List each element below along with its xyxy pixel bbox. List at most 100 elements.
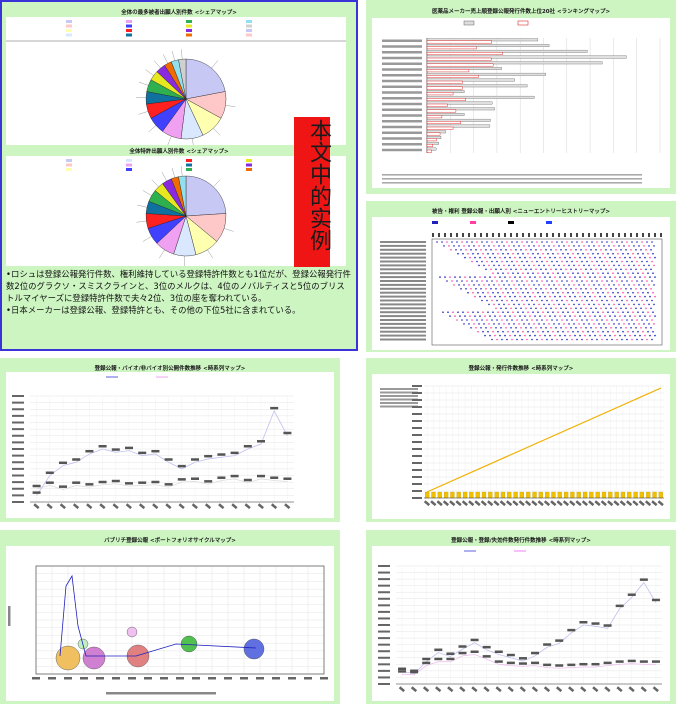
entry-mark [542,311,544,313]
legend-swatch-total [464,21,474,25]
entry-mark [626,339,628,341]
entry-mark [538,304,540,306]
entry-mark [512,253,514,255]
data-label [616,605,624,608]
legend-swatch [246,164,252,167]
entry-mark [651,241,653,243]
entry-mark [457,311,459,313]
entry-mark [521,339,523,341]
entry-mark [508,284,510,286]
row-label [380,315,426,317]
entry-mark [533,323,535,325]
entry-mark [556,280,558,282]
entry-mark [496,300,498,302]
entry-mark [479,315,481,317]
entry-mark [513,284,515,286]
x-tick-label [447,686,453,692]
y-tick-label [378,670,390,672]
x-tick-label [192,677,200,680]
entry-mark [550,269,552,271]
y-tick-label [412,385,422,387]
entry-mark [514,296,516,298]
entry-mark [613,265,615,267]
entry-mark [519,257,521,259]
bubble [244,639,264,659]
leader-line [148,125,156,132]
year-tick-label [474,233,476,237]
entry-mark [599,296,601,298]
data-label [422,658,430,661]
entry-mark [532,272,534,274]
entry-mark [622,292,624,294]
entry-mark [618,323,620,325]
entry-mark [565,288,567,290]
entry-mark [538,245,540,247]
x-tick-label [271,503,277,509]
legend-swatch [186,168,192,171]
entry-mark [639,335,641,337]
lapse-title: 登録公報・登録/失効件数発行件数推移 <時系列マップ> [366,536,676,544]
entry-mark [620,269,622,271]
entry-mark [481,300,483,302]
entry-mark [605,249,607,251]
entry-mark [616,300,618,302]
entry-mark [527,311,529,313]
entry-mark [544,257,546,259]
entry-mark [551,319,553,321]
entry-mark [502,331,504,333]
entry-mark [528,323,530,325]
entry-mark [626,241,628,243]
entry-mark [527,292,529,294]
entry-mark [524,276,526,278]
entry-mark [640,269,642,271]
entry-mark [491,300,493,302]
panel-ranking-map: 医薬品メーカー売上順登録公報発行件数上位20社 <ランキングマップ> [366,0,676,194]
entry-mark [582,292,584,294]
year-tick-label [540,233,542,237]
entry-mark [548,284,550,286]
x-tick-label [126,503,132,509]
entry-mark [515,249,517,251]
entry-mark [540,308,542,310]
entry-mark [535,327,537,329]
entry-mark [648,323,650,325]
entry-mark [479,276,481,278]
entry-mark [570,249,572,251]
data-label [72,481,80,484]
entry-mark [570,308,572,310]
data-label [652,660,660,663]
entry-mark [507,331,509,333]
leader-line [152,180,159,187]
entry-mark [554,276,556,278]
entry-mark [490,327,492,329]
entry-mark [488,265,490,267]
y-tick-label [412,448,422,450]
entry-mark [466,280,468,282]
y-tick-label [12,435,24,437]
entry-mark [533,304,535,306]
entry-mark [525,308,527,310]
entry-mark [460,288,462,290]
entry-mark [617,311,619,313]
entry-mark [628,323,630,325]
entry-mark [614,257,616,259]
y-tick-label [378,565,390,567]
entry-mark [520,327,522,329]
entry-mark [551,241,553,243]
x-tick-label [139,503,145,509]
entry-mark [562,292,564,294]
entry-mark [535,269,537,271]
panel-issue-timeline: 登録公報・発行件数推移 <時系列マップ> [366,358,676,522]
entry-mark [441,241,443,243]
entry-mark [557,292,559,294]
entry-mark [633,284,635,286]
entry-mark [553,245,555,247]
entry-mark [469,257,471,259]
x-tick-label [544,686,550,692]
entry-mark [651,300,653,302]
y-tick-label [378,585,390,587]
entry-mark [629,276,631,278]
entry-mark [631,280,633,282]
bar-kept [427,133,440,135]
entry-mark [568,304,570,306]
